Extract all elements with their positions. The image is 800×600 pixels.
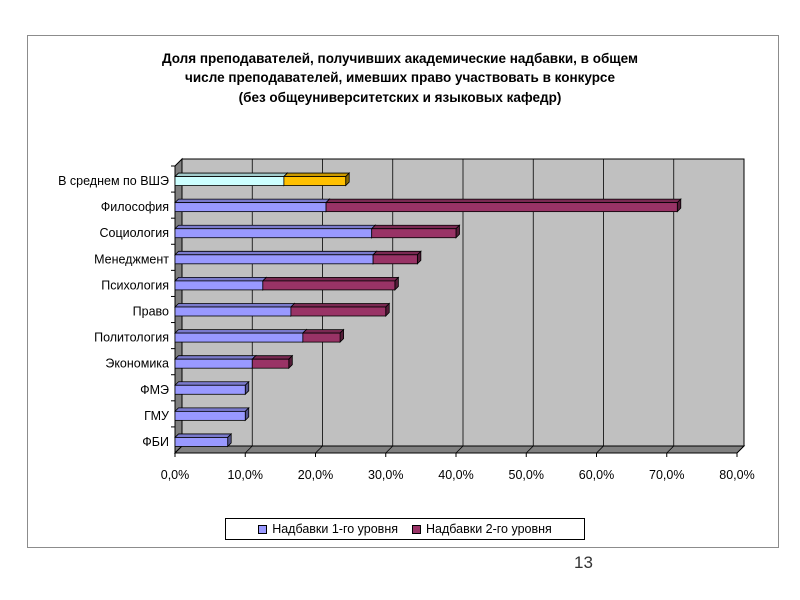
category-label: ГМУ xyxy=(144,409,169,423)
bar-9-series-1 xyxy=(174,406,250,422)
bar-4-series-2 xyxy=(261,276,400,291)
x-tick-label: 60,0% xyxy=(579,468,614,482)
gridline-floor xyxy=(385,445,394,454)
gridline-floor xyxy=(315,445,323,454)
bar-6-series-2 xyxy=(301,328,345,344)
chart-legend: Надбавки 1-го уровня Надбавки 2-го уровн… xyxy=(225,518,585,540)
gridline-floor xyxy=(596,445,604,454)
category-label: ФМЭ xyxy=(140,383,169,397)
category-label: Политология xyxy=(94,331,169,345)
x-tick-label: 80,0% xyxy=(719,468,754,482)
x-tick-label: 0,0% xyxy=(161,468,190,482)
bar-5-series-1 xyxy=(174,302,296,317)
legend-label-series-1: Надбавки 1-го уровня xyxy=(272,522,398,536)
legend-item-series-1: Надбавки 1-го уровня xyxy=(258,522,398,536)
category-label: Менеджмент xyxy=(94,252,169,266)
bar-1-series-2 xyxy=(325,198,682,213)
x-tick-label: 20,0% xyxy=(298,468,333,482)
gridline-floor xyxy=(666,445,675,454)
bar-3-series-1 xyxy=(174,250,378,265)
bar-2-series-2 xyxy=(370,224,461,239)
bar-7-series-2 xyxy=(251,354,294,370)
gridline-floor xyxy=(174,445,183,454)
bar-chart: 0,0% 10,0% 20,0% 30,0% 40,0% 50,0% 60,0% 70,0% 8… xyxy=(58,157,755,482)
bar-4-series-1 xyxy=(174,276,268,291)
bar-3-series-2 xyxy=(372,250,422,265)
chart-title-line-1: Доля преподавателей, получивших академич… xyxy=(161,51,638,66)
bar-10-series-1 xyxy=(174,432,233,448)
bar-0-series-1 xyxy=(174,172,289,187)
x-tick-label: 10,0% xyxy=(228,468,263,482)
page-number: 13 xyxy=(574,553,593,572)
category-label: Философия xyxy=(101,200,169,214)
gridline-floor xyxy=(736,445,745,454)
bar-2-series-1 xyxy=(174,224,377,239)
bar-1-series-1 xyxy=(174,198,331,213)
legend-swatch-series-1 xyxy=(258,524,268,534)
bar-0-series-2 xyxy=(282,172,351,187)
gridline-floor xyxy=(244,445,253,454)
bar-7-series-1 xyxy=(174,354,257,370)
bar-8-series-1 xyxy=(174,380,250,396)
category-label: В среднем по ВШЭ xyxy=(58,174,169,188)
category-label: Социология xyxy=(100,226,170,240)
legend-label-series-2: Надбавки 2-го уровня xyxy=(426,522,552,536)
x-tick-label: 40,0% xyxy=(438,468,473,482)
category-label: Экономика xyxy=(105,357,169,371)
chart-title-line-3: (без общеуниверситетских и языковых кафе… xyxy=(238,90,562,105)
category-label: Право xyxy=(133,305,169,319)
gridline-floor xyxy=(455,445,464,454)
bar-5-series-2 xyxy=(289,302,391,317)
x-tick-label: 50,0% xyxy=(509,468,544,482)
legend-item-series-2: Надбавки 2-го уровня xyxy=(412,522,552,536)
chart-title-line-2: числе преподавателей, имевших право учас… xyxy=(185,70,615,85)
x-tick-label: 70,0% xyxy=(649,468,684,482)
x-tick-label: 30,0% xyxy=(368,468,403,482)
category-label: Психология xyxy=(101,278,169,292)
bar-6-series-1 xyxy=(174,328,308,344)
legend-swatch-series-2 xyxy=(412,524,421,534)
category-label: ФБИ xyxy=(142,435,169,449)
gridline-floor xyxy=(525,445,534,454)
